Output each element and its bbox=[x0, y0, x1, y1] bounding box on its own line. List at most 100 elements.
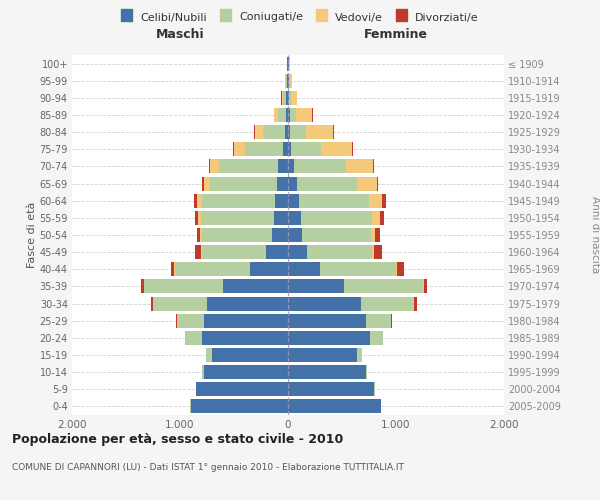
Bar bbox=[366, 365, 367, 379]
Bar bbox=[209, 160, 210, 173]
Bar bbox=[245, 142, 283, 156]
Bar bbox=[288, 314, 366, 328]
Bar bbox=[288, 160, 295, 173]
Bar bbox=[288, 211, 301, 225]
Bar bbox=[196, 382, 288, 396]
Text: COMUNE DI CAPANNORI (LU) - Dati ISTAT 1° gennaio 2010 - Elaborazione TUTTITALIA.: COMUNE DI CAPANNORI (LU) - Dati ISTAT 1°… bbox=[12, 462, 404, 471]
Bar bbox=[380, 211, 384, 225]
Bar bbox=[288, 331, 370, 345]
Bar bbox=[289, 74, 290, 88]
Bar bbox=[272, 228, 288, 242]
Bar bbox=[202, 365, 204, 379]
Y-axis label: Anni di nascita: Anni di nascita bbox=[590, 196, 600, 274]
Bar bbox=[288, 296, 361, 310]
Bar bbox=[151, 296, 153, 310]
Bar bbox=[288, 400, 381, 413]
Bar bbox=[414, 296, 416, 310]
Bar bbox=[207, 296, 288, 310]
Bar bbox=[171, 262, 174, 276]
Bar bbox=[197, 194, 202, 207]
Bar bbox=[288, 280, 344, 293]
Bar bbox=[371, 228, 376, 242]
Bar bbox=[295, 160, 346, 173]
Bar bbox=[204, 314, 288, 328]
Bar bbox=[352, 142, 353, 156]
Bar bbox=[274, 211, 288, 225]
Bar bbox=[307, 125, 334, 139]
Bar bbox=[194, 211, 199, 225]
Bar bbox=[290, 108, 296, 122]
Y-axis label: Fasce di età: Fasce di età bbox=[26, 202, 37, 268]
Bar bbox=[288, 74, 289, 88]
Bar bbox=[278, 160, 288, 173]
Bar bbox=[278, 108, 286, 122]
Bar bbox=[275, 194, 288, 207]
Bar bbox=[372, 211, 380, 225]
Bar bbox=[234, 142, 245, 156]
Bar bbox=[250, 262, 288, 276]
Bar bbox=[202, 331, 288, 345]
Bar bbox=[289, 91, 291, 105]
Bar bbox=[177, 314, 204, 328]
Bar bbox=[361, 296, 413, 310]
Bar bbox=[212, 348, 288, 362]
Bar bbox=[200, 211, 274, 225]
Bar bbox=[288, 365, 366, 379]
Bar bbox=[145, 280, 223, 293]
Bar bbox=[254, 125, 263, 139]
Bar bbox=[194, 245, 200, 259]
Bar bbox=[288, 125, 290, 139]
Bar bbox=[373, 160, 374, 173]
Bar bbox=[175, 262, 250, 276]
Bar bbox=[202, 228, 272, 242]
Bar bbox=[372, 245, 374, 259]
Bar bbox=[376, 228, 380, 242]
Bar bbox=[204, 176, 210, 190]
Bar bbox=[286, 74, 287, 88]
Bar bbox=[290, 74, 292, 88]
Bar bbox=[141, 280, 144, 293]
Text: Maschi: Maschi bbox=[155, 28, 205, 42]
Bar bbox=[397, 262, 404, 276]
Bar bbox=[307, 245, 372, 259]
Bar bbox=[202, 176, 204, 190]
Bar bbox=[296, 108, 313, 122]
Bar bbox=[277, 176, 288, 190]
Bar bbox=[423, 280, 424, 293]
Bar bbox=[197, 228, 200, 242]
Bar bbox=[288, 348, 357, 362]
Bar bbox=[322, 142, 352, 156]
Bar bbox=[153, 296, 207, 310]
Bar bbox=[424, 280, 427, 293]
Bar bbox=[202, 194, 275, 207]
Text: Femmine: Femmine bbox=[364, 28, 428, 42]
Bar bbox=[219, 160, 278, 173]
Bar bbox=[288, 382, 374, 396]
Bar bbox=[286, 91, 288, 105]
Bar bbox=[301, 211, 372, 225]
Bar bbox=[291, 91, 296, 105]
Bar bbox=[391, 314, 392, 328]
Bar bbox=[382, 194, 386, 207]
Bar bbox=[288, 176, 296, 190]
Bar bbox=[288, 142, 291, 156]
Bar bbox=[199, 211, 200, 225]
Bar bbox=[210, 176, 277, 190]
Bar bbox=[288, 108, 290, 122]
Bar bbox=[370, 331, 383, 345]
Bar bbox=[296, 176, 357, 190]
Bar bbox=[288, 262, 320, 276]
Bar bbox=[200, 228, 202, 242]
Bar bbox=[369, 194, 382, 207]
Bar bbox=[357, 176, 377, 190]
Bar bbox=[320, 262, 396, 276]
Bar bbox=[288, 91, 289, 105]
Bar bbox=[344, 280, 423, 293]
Bar bbox=[191, 400, 288, 413]
Bar bbox=[194, 194, 197, 207]
Bar bbox=[281, 91, 283, 105]
Bar bbox=[204, 365, 288, 379]
Bar bbox=[210, 160, 219, 173]
Bar bbox=[287, 74, 288, 88]
Bar bbox=[374, 245, 382, 259]
